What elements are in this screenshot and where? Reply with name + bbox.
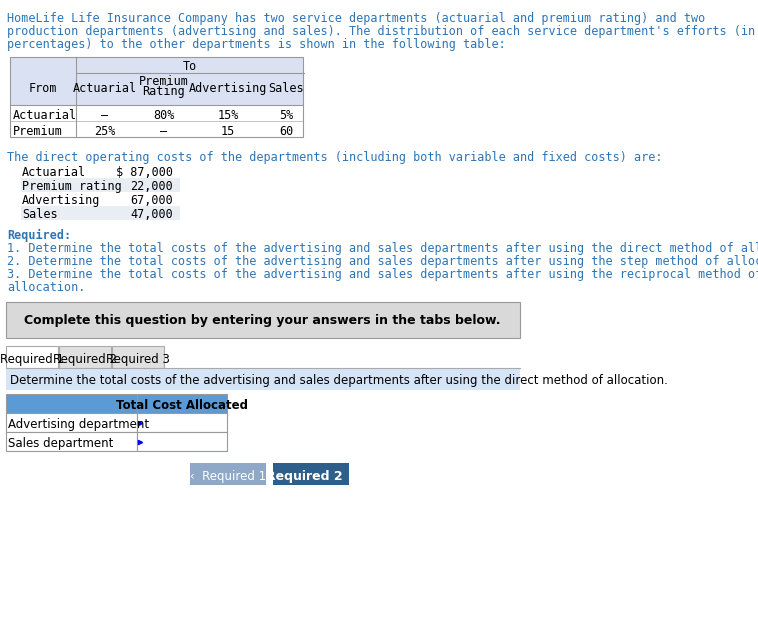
Text: Required 1: Required 1	[0, 353, 64, 366]
Text: ‹  Required 1: ‹ Required 1	[190, 470, 266, 483]
Text: Advertising department: Advertising department	[8, 418, 149, 431]
Text: HomeLife Life Insurance Company has two service departments (actuarial and premi: HomeLife Life Insurance Company has two …	[7, 12, 705, 25]
Text: Complete this question by entering your answers in the tabs below.: Complete this question by entering your …	[24, 314, 501, 327]
Text: percentages) to the other departments is shown in the following table:: percentages) to the other departments is…	[7, 38, 506, 51]
Text: production departments (advertising and sales). The distribution of each service: production departments (advertising and …	[7, 25, 755, 38]
Text: To: To	[183, 60, 197, 73]
Bar	[137, 394, 227, 413]
Text: Rating: Rating	[143, 85, 185, 98]
Text: Actuarial: Actuarial	[22, 166, 86, 179]
Text: 80%: 80%	[153, 109, 174, 122]
Text: From: From	[28, 82, 57, 95]
Text: Premium: Premium	[139, 75, 189, 88]
Text: Required:: Required:	[7, 229, 71, 242]
Text: $ 87,000: $ 87,000	[116, 166, 174, 179]
Text: 60: 60	[279, 125, 293, 138]
Text: 15: 15	[221, 125, 235, 138]
Text: Sales: Sales	[22, 208, 58, 221]
Text: Determine the total costs of the advertising and sales departments after using t: Determine the total costs of the adverti…	[10, 374, 668, 387]
Bar	[137, 432, 227, 451]
Text: allocation.: allocation.	[7, 281, 86, 294]
Bar	[20, 206, 180, 220]
Bar	[137, 413, 227, 432]
Text: –: –	[102, 109, 108, 122]
Text: 67,000: 67,000	[130, 194, 174, 207]
Bar	[5, 394, 137, 413]
Bar	[20, 192, 180, 206]
Text: Required 2  ›: Required 2 ›	[266, 470, 356, 483]
Text: 15%: 15%	[218, 109, 239, 122]
Text: Premium: Premium	[13, 125, 63, 138]
Text: 25%: 25%	[94, 125, 116, 138]
Text: 2. Determine the total costs of the advertising and sales departments after usin: 2. Determine the total costs of the adve…	[7, 255, 758, 268]
Text: 1. Determine the total costs of the advertising and sales departments after usin: 1. Determine the total costs of the adve…	[7, 242, 758, 255]
Text: Actuarial: Actuarial	[13, 109, 77, 122]
Bar	[59, 346, 111, 368]
Text: Advertising: Advertising	[22, 194, 101, 207]
Bar	[273, 463, 349, 485]
Text: The direct operating costs of the departments (including both variable and fixed: The direct operating costs of the depart…	[7, 151, 662, 164]
Text: Sales department: Sales department	[8, 437, 114, 450]
Text: 3. Determine the total costs of the advertising and sales departments after usin: 3. Determine the total costs of the adve…	[7, 268, 758, 281]
Text: –: –	[161, 125, 168, 138]
Text: 47,000: 47,000	[130, 208, 174, 221]
Bar	[5, 368, 520, 390]
Text: 22,000: 22,000	[130, 180, 174, 193]
Bar	[5, 302, 520, 338]
Bar	[190, 463, 266, 485]
Text: Sales: Sales	[268, 82, 304, 95]
Text: Required 3: Required 3	[106, 353, 171, 366]
Bar	[20, 178, 180, 192]
Bar	[5, 413, 137, 432]
Text: Required 2: Required 2	[53, 353, 117, 366]
Bar	[112, 346, 164, 368]
Bar	[5, 346, 58, 368]
Bar	[5, 432, 137, 451]
Bar	[11, 57, 303, 137]
Text: Actuarial: Actuarial	[73, 82, 137, 95]
Text: 5%: 5%	[279, 109, 293, 122]
Text: Advertising: Advertising	[189, 82, 268, 95]
Text: Premium rating: Premium rating	[22, 180, 122, 193]
Text: Total Cost Allocated: Total Cost Allocated	[116, 399, 249, 412]
Bar	[11, 57, 303, 105]
Bar	[20, 164, 180, 178]
